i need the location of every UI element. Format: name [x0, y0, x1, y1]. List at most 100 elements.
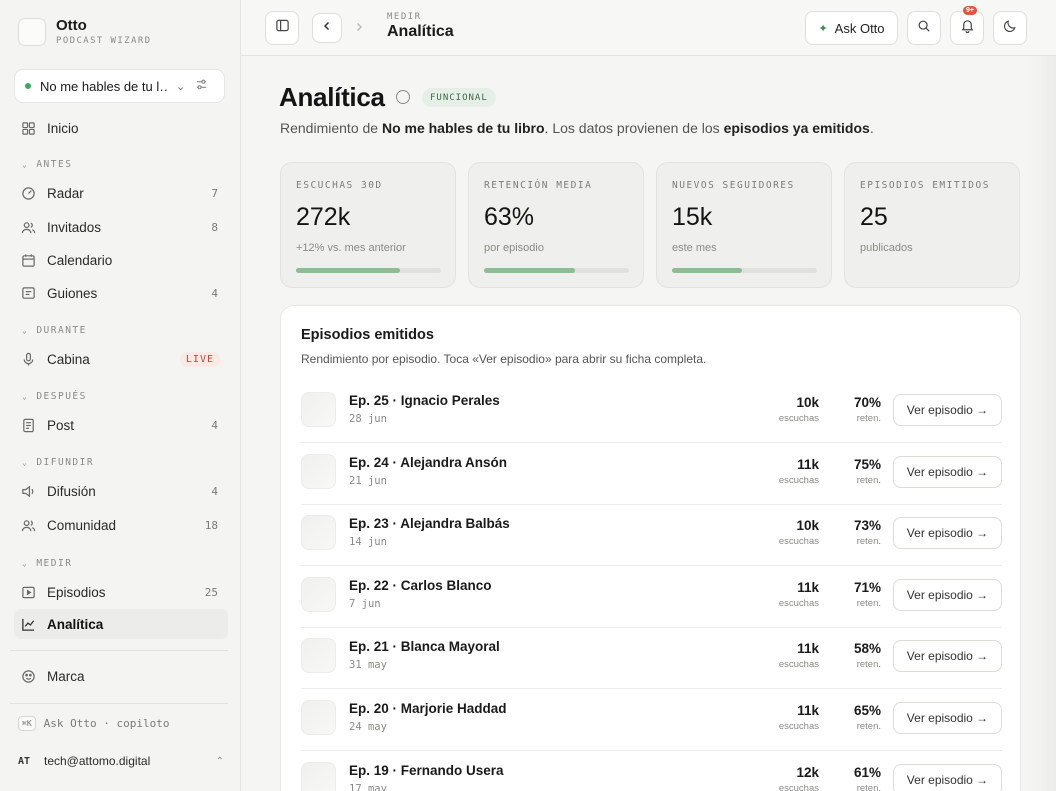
sidebar-item-cabina[interactable]: Cabina LIVE — [14, 344, 228, 374]
section-durante[interactable]: ⌄ DURANTE — [22, 325, 87, 336]
sidebar-item-marca[interactable]: Marca — [14, 661, 228, 691]
view-episode-button[interactable]: Ver episodio → — [893, 763, 1002, 791]
chevron-left-icon — [321, 19, 333, 37]
episode-thumbnail — [301, 576, 336, 612]
kpi-value: 272k — [296, 203, 351, 231]
view-episode-button[interactable]: Ver episodio → — [893, 455, 1002, 488]
section-despues[interactable]: ⌄ DESPUÉS — [22, 391, 87, 402]
theme-toggle-button[interactable] — [993, 11, 1027, 45]
episode-thumbnail — [301, 638, 336, 674]
users-icon — [20, 219, 36, 235]
chevron-down-icon: ⌄ — [176, 80, 186, 93]
sidebar-item-label: Guiones — [47, 285, 98, 301]
kpi-value: 63% — [484, 203, 535, 231]
count-badge: 8 — [211, 220, 218, 234]
retention-value: 73% — [853, 518, 881, 534]
toggle-sidebar-button[interactable] — [265, 11, 299, 45]
podcast-selector[interactable]: No me hables de tu l… ⌄ — [14, 69, 225, 103]
grid-icon — [20, 120, 36, 136]
subtitle-text: Rendimiento de — [280, 120, 382, 136]
kpi-note: este mes — [672, 242, 717, 254]
chevron-down-icon: ⌄ — [22, 392, 29, 401]
kpi-label: EPISODIOS EMITIDOS — [860, 180, 990, 191]
sliders-icon[interactable] — [195, 78, 208, 94]
episodes-subtitle: Rendimiento por episodio. Toca «Ver epis… — [301, 352, 707, 366]
episode-date: 17 may — [349, 782, 387, 791]
chevron-down-icon: ⌄ — [22, 559, 29, 568]
section-medir[interactable]: ⌄ MEDIR — [22, 558, 72, 569]
sidebar-item-radar[interactable]: Radar 7 — [14, 178, 228, 208]
search-icon — [917, 19, 931, 38]
listens-value: 10k — [796, 395, 819, 410]
sidebar-item-post[interactable]: Post 4 — [14, 410, 228, 440]
page-title: Analítica — [279, 82, 385, 112]
kpi-note: publicados — [860, 242, 913, 254]
retention-value: 71% — [853, 579, 881, 595]
sidebar-item-inicio[interactable]: Inicio — [14, 113, 228, 143]
user-menu[interactable]: AT tech@attomo.digital ⌃ — [18, 754, 224, 768]
subtitle-text: . Los datos provienen de los — [544, 120, 724, 136]
episode-name: Ep. 22 · Carlos Blanco — [349, 577, 492, 593]
sidebar-item-invitados[interactable]: Invitados 8 — [14, 212, 228, 242]
forward-button[interactable] — [353, 20, 365, 38]
episode-retention: 73% reten. — [854, 518, 881, 547]
retention-unit: reten. — [856, 413, 881, 424]
view-episode-button[interactable]: Ver episodio → — [893, 517, 1002, 550]
kpi-progress-fill — [296, 268, 401, 273]
kpi-card-retencion: RETENCIÓN MEDIA 63% por episodio — [468, 162, 644, 288]
episode-listens: 11k escuchas — [779, 580, 819, 609]
sidebar-item-episodios[interactable]: Episodios 25 — [14, 577, 228, 607]
sidebar-item-calendario[interactable]: Calendario — [14, 245, 228, 275]
topbar: MEDIR Analítica ✦ Ask Otto 9+ — [241, 0, 1056, 56]
brand-subtitle: PODCAST WIZARD — [56, 36, 152, 46]
sidebar-item-label: Comunidad — [47, 517, 117, 533]
ask-otto-label: Ask Otto · copiloto — [43, 717, 170, 730]
sidebar-item-label: Episodios — [47, 584, 106, 600]
view-episode-button[interactable]: Ver episodio → — [893, 640, 1002, 673]
kpi-card-seguidores: NUEVOS SEGUIDORES 15k este mes — [656, 162, 832, 288]
view-episode-button[interactable]: Ver episodio → — [893, 702, 1002, 734]
sidebar-item-label: Marca — [47, 668, 85, 684]
sidebar-item-comunidad[interactable]: Comunidad 18 — [14, 510, 228, 540]
notification-count-badge: 9+ — [963, 6, 977, 15]
episode-thumbnail — [301, 515, 336, 551]
search-button[interactable] — [907, 11, 941, 45]
sidebar: Otto PODCAST WIZARD No me hables de tu l… — [0, 0, 241, 791]
kpi-note: +12% vs. mes anterior — [296, 242, 406, 254]
listens-unit: escuchas — [778, 721, 819, 732]
ask-otto-shortcut[interactable]: ⌘K Ask Otto · copiloto — [18, 716, 169, 731]
count-badge: 18 — [204, 518, 218, 532]
ask-otto-button[interactable]: ✦ Ask Otto — [805, 11, 898, 45]
retention-value: 58% — [853, 641, 881, 657]
back-button[interactable] — [312, 13, 342, 43]
broadcast-icon — [20, 483, 36, 499]
episode-name: Ep. 23 · Alejandra Balbás — [349, 516, 510, 532]
chart-icon — [20, 616, 36, 632]
podcast-name: No me hables de tu libro — [381, 120, 545, 136]
status-badge: FUNCIONAL — [422, 88, 496, 107]
breadcrumb-section: MEDIR — [387, 12, 422, 22]
kpi-card-episodios: EPISODIOS EMITIDOS 25 publicados — [844, 162, 1020, 288]
retention-unit: reten. — [856, 474, 881, 486]
divider — [10, 703, 228, 704]
mic-icon — [20, 351, 36, 367]
episode-row: Ep. 25 · Ignacio Perales 28 jun 10k escucha… — [301, 381, 1002, 443]
section-antes[interactable]: ⌄ ANTES — [22, 159, 72, 170]
section-difundir[interactable]: ⌄ DIFUNDIR — [22, 457, 94, 468]
kpi-progress-fill — [484, 268, 576, 273]
sidebar-item-guiones[interactable]: Guiones 4 — [14, 278, 228, 308]
notifications-button[interactable]: 9+ — [950, 6, 984, 45]
view-episode-button[interactable]: Ver episodio → — [893, 578, 1002, 611]
sidebar-item-analitica[interactable]: Analítica — [14, 609, 228, 639]
clock-icon[interactable] — [396, 90, 410, 104]
episode-row: Ep. 19 · Fernando Usera 17 may 12k escuchas… — [301, 751, 1002, 791]
chevron-down-icon: ⌄ — [22, 326, 29, 335]
kpi-label: NUEVOS SEGUIDORES — [672, 180, 795, 191]
sidebar-item-difusion[interactable]: Difusión 4 — [14, 476, 228, 506]
section-label: DESPUÉS — [36, 391, 87, 402]
view-episode-button[interactable]: Ver episodio → — [893, 394, 1002, 426]
episode-thumbnail — [301, 700, 336, 735]
brand[interactable]: Otto PODCAST WIZARD — [18, 18, 151, 46]
episode-retention: 58% reten. — [854, 641, 881, 670]
episode-row: Ep. 23 · Alejandra Balbás 14 jun 10k escuch… — [301, 504, 1002, 567]
